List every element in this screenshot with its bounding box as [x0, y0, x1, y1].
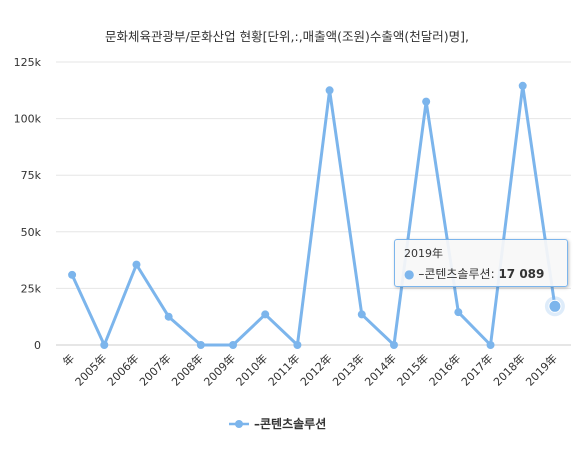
x-axis: 年2005年2006年2007年2008年2009年2010年2011年2012… — [60, 351, 560, 388]
y-tick-label: 125k — [14, 56, 42, 69]
x-tick-label: 2007年 — [136, 351, 173, 388]
x-tick-label: 2019年 — [523, 351, 560, 388]
x-tick-label: 2009年 — [201, 351, 238, 388]
legend[interactable]: –콘텐츠솔루션 — [229, 416, 326, 431]
data-point[interactable] — [548, 299, 562, 313]
x-tick-label: 2010年 — [233, 351, 270, 388]
tooltip-row: ● –콘텐츠솔루션: 17 089 — [404, 265, 558, 282]
y-axis: 0 25k 50k 75k 100k 125k — [14, 56, 42, 352]
data-point[interactable] — [454, 308, 463, 317]
data-point[interactable] — [422, 97, 431, 106]
data-point[interactable] — [389, 341, 398, 349]
data-point[interactable] — [293, 341, 302, 349]
tooltip-dot-icon: ● — [404, 267, 415, 281]
y-tick-label: 50k — [21, 226, 42, 239]
x-tick-label: 2012年 — [297, 351, 334, 388]
x-tick-label: 2005年 — [72, 351, 109, 388]
chart-title: 문화체육관광부/문화산업 현황[단위,:,매출액(조원)수출액(천달러)명], — [105, 29, 469, 44]
y-tick-label: 100k — [14, 113, 42, 126]
series-plot — [68, 81, 565, 349]
x-tick-label: 2014年 — [362, 351, 399, 388]
x-tick-label: 年 — [60, 351, 78, 369]
data-point[interactable] — [100, 341, 109, 349]
data-point[interactable] — [486, 341, 495, 349]
data-point[interactable] — [518, 81, 527, 90]
data-point[interactable] — [325, 86, 334, 95]
x-tick-label: 2016年 — [426, 351, 463, 388]
tooltip-value: 17 089 — [498, 267, 545, 281]
tooltip-series-name: –콘텐츠솔루션 — [418, 267, 491, 281]
y-tick-label: 0 — [34, 339, 41, 352]
x-tick-label: 2006年 — [104, 351, 141, 388]
data-point[interactable] — [132, 260, 141, 269]
x-tick-label: 2011年 — [265, 351, 302, 388]
series-line — [70, 84, 557, 347]
x-tick-label: 2008年 — [168, 351, 205, 388]
data-point[interactable] — [164, 312, 173, 321]
gridlines — [56, 61, 571, 346]
data-point[interactable] — [196, 341, 205, 349]
tooltip: 2019年 ● –콘텐츠솔루션: 17 089 — [394, 239, 568, 287]
data-point[interactable] — [261, 310, 270, 319]
y-tick-label: 75k — [21, 169, 42, 182]
x-tick-label: 2017年 — [458, 351, 495, 388]
tooltip-date: 2019年 — [404, 247, 443, 260]
x-tick-label: 2018年 — [490, 351, 527, 388]
data-point[interactable] — [357, 310, 366, 319]
x-tick-label: 2015年 — [394, 351, 431, 388]
y-tick-label: 25k — [21, 282, 42, 295]
legend-label[interactable]: –콘텐츠솔루션 — [254, 416, 326, 431]
tooltip-separator: : — [490, 267, 495, 281]
data-point[interactable] — [68, 270, 77, 279]
data-point[interactable] — [229, 341, 238, 349]
x-tick-label: 2013年 — [329, 351, 366, 388]
legend-marker — [235, 420, 243, 428]
